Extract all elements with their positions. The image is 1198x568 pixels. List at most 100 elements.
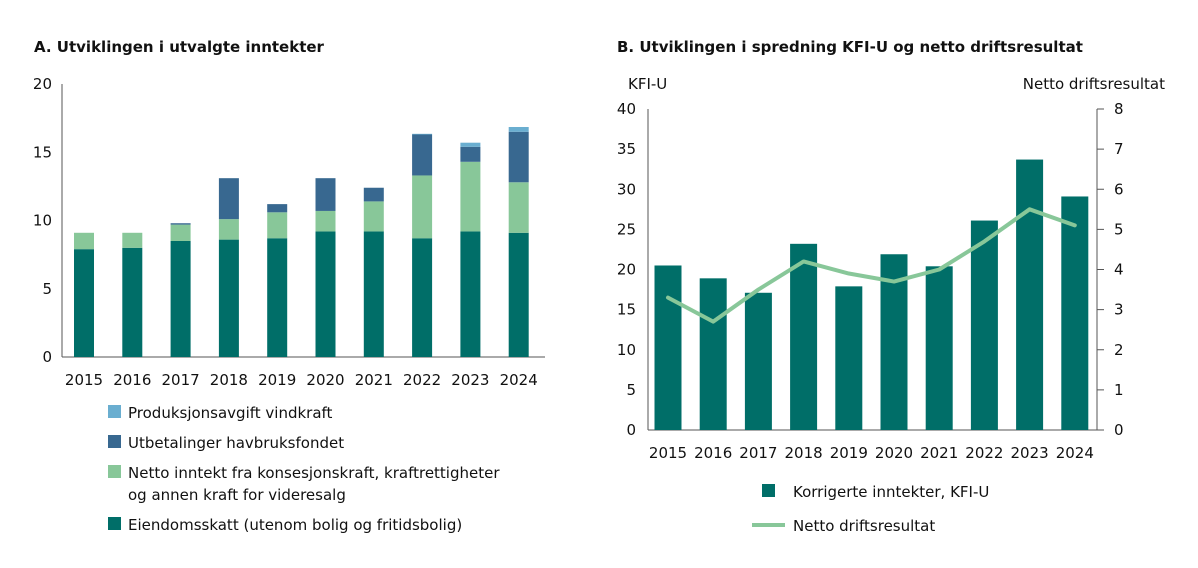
x-tick-label: 2018: [785, 444, 823, 462]
y-tick-label: 5: [42, 280, 52, 298]
bar-segment: [218, 178, 239, 220]
chart-a: 0 5 10 15 20 2015 2016 2017 2018 2019 2020 2021 2022…: [33, 75, 545, 534]
bar-segment: [363, 231, 384, 357]
bar-segment: [508, 182, 529, 233]
bar-segment: [508, 131, 529, 183]
left-y-tick-label: 35: [617, 140, 636, 158]
right-y-tick-label: 6: [1114, 180, 1124, 198]
bar-segment: [412, 134, 433, 176]
y-tick-label: 10: [33, 212, 52, 230]
bar-segment: [363, 201, 384, 232]
left-y-tick-label: 40: [617, 100, 636, 118]
legend-label: Netto inntekt fra konsesjonskraft, kraft…: [128, 464, 500, 482]
legend-swatch: [108, 435, 121, 448]
x-tick-label: 2016: [694, 444, 732, 462]
bar: [654, 265, 682, 430]
x-tick-label: 2018: [210, 371, 248, 389]
legend-swatch: [108, 405, 121, 418]
bar-segment: [412, 238, 433, 357]
right-y-tick-label: 2: [1114, 341, 1124, 359]
bar: [1061, 196, 1089, 430]
bar-segment: [460, 142, 481, 147]
bar: [790, 243, 818, 430]
x-tick-label: 2024: [500, 371, 538, 389]
chart-b-right-axis-label: Netto driftsresultat: [1023, 75, 1165, 93]
left-y-tick-label: 25: [617, 220, 636, 238]
chart-b: 0 5 10 15 20 25 30 35 40 0 1 2 3 4 5 6 7 8 2015 2016 2017 201…: [617, 100, 1124, 535]
x-tick-label: 2019: [830, 444, 868, 462]
bar: [835, 286, 863, 430]
left-y-tick-label: 15: [617, 301, 636, 319]
x-tick-label: 2024: [1056, 444, 1094, 462]
bar-segment: [412, 133, 433, 135]
bar-segment: [267, 204, 288, 213]
y-tick-label: 15: [33, 143, 52, 161]
x-tick-label: 2020: [875, 444, 913, 462]
bar-segment: [74, 249, 94, 357]
left-y-tick-label: 10: [617, 341, 636, 359]
bar-segment: [122, 247, 143, 357]
right-y-tick-label: 5: [1114, 220, 1124, 238]
chart-b-title: B. Utviklingen i spredning KFI-U og nett…: [617, 38, 1083, 56]
legend-label: Produksjonsavgift vindkraft: [128, 404, 333, 422]
legend-label: Netto driftsresultat: [793, 517, 935, 535]
x-tick-label: 2017: [739, 444, 777, 462]
left-y-tick-label: 0: [626, 421, 636, 439]
x-tick-label: 2017: [162, 371, 200, 389]
x-tick-label: 2022: [403, 371, 441, 389]
y-tick-label: 20: [33, 75, 52, 93]
left-y-tick-label: 30: [617, 180, 636, 198]
bar-segment: [170, 224, 191, 241]
bar-segment: [170, 223, 191, 225]
legend-label: og annen kraft for videresalg: [128, 486, 346, 504]
chart-a-title: A. Utviklingen i utvalgte inntekter: [34, 38, 325, 56]
right-y-tick-label: 4: [1114, 261, 1124, 279]
bar-segment: [363, 187, 384, 202]
legend-swatch: [108, 517, 121, 530]
x-tick-label: 2019: [258, 371, 296, 389]
bar-segment: [315, 210, 336, 232]
y-tick-label: 0: [42, 348, 52, 366]
bar-segment: [267, 212, 288, 239]
bar-segment: [267, 238, 288, 357]
x-tick-label: 2023: [451, 371, 489, 389]
x-tick-label: 2015: [649, 444, 687, 462]
legend-label: Eiendomsskatt (utenom bolig og fritidsbo…: [128, 516, 462, 534]
bar: [1016, 159, 1044, 430]
legend-label: Utbetalinger havbruksfondet: [128, 434, 344, 452]
bar-segment: [412, 175, 433, 239]
bar-segment: [218, 239, 239, 357]
bar: [744, 292, 772, 430]
left-y-tick-label: 5: [626, 381, 636, 399]
bar-segment: [218, 219, 239, 240]
x-tick-label: 2022: [965, 444, 1003, 462]
bar-segment: [460, 231, 481, 357]
right-y-tick-label: 1: [1114, 381, 1124, 399]
bar-segment: [508, 232, 529, 357]
x-tick-label: 2020: [306, 371, 344, 389]
bar-segment: [508, 126, 529, 132]
right-y-tick-label: 0: [1114, 421, 1124, 439]
bar-segment: [460, 146, 481, 162]
bar: [925, 266, 953, 430]
bar: [699, 278, 727, 430]
legend-swatch-bars: [762, 484, 775, 497]
x-tick-label: 2015: [65, 371, 103, 389]
bar-segment: [460, 161, 481, 232]
legend-label: Korrigerte inntekter, KFI-U: [793, 483, 989, 501]
x-tick-label: 2016: [113, 371, 151, 389]
right-y-tick-label: 3: [1114, 301, 1124, 319]
legend-swatch: [108, 465, 121, 478]
bar: [880, 254, 908, 430]
bar-segment: [74, 232, 94, 250]
chart-b-left-axis-label: KFI-U: [628, 75, 667, 93]
bar-segment: [315, 178, 336, 211]
x-tick-label: 2023: [1011, 444, 1049, 462]
bar-segment: [122, 232, 143, 248]
bar-segment: [315, 231, 336, 357]
left-y-tick-label: 20: [617, 261, 636, 279]
right-y-tick-label: 8: [1114, 100, 1124, 118]
bar: [970, 220, 998, 430]
x-tick-label: 2021: [920, 444, 958, 462]
